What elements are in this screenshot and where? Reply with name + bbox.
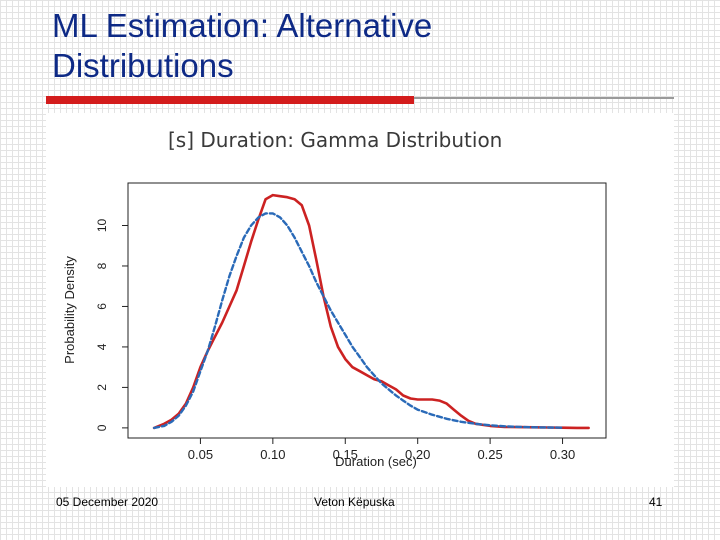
gamma-duration-chart: [s] Duration: Gamma Distribution 0 2 4 6 8 10… [62, 128, 607, 469]
x-axis: 0.05 0.10 0.15 0.20 0.25 0.30 [188, 438, 575, 462]
chart-title: [s] Duration: Gamma Distribution [168, 128, 502, 152]
y-tick-label: 2 [95, 384, 109, 391]
footer-author: Veton Këpuska [314, 495, 395, 509]
figure-panel: [s] Duration: Gamma Distribution 0 2 4 6 8 10… [46, 113, 674, 487]
x-axis-label: Duration (sec) [335, 454, 417, 469]
footer-date: 05 December 2020 [56, 495, 159, 509]
x-tick-label: 0.10 [260, 447, 285, 462]
y-axis-label: Probability Density [62, 256, 77, 364]
x-tick-label: 0.30 [550, 447, 575, 462]
y-tick-label: 4 [95, 343, 109, 350]
x-tick-label: 0.05 [188, 447, 213, 462]
x-tick-label: 0.25 [477, 447, 502, 462]
x-tick-label: 0.15 [333, 447, 358, 462]
slide-title-line-1: ML Estimation: Alternative [52, 7, 433, 44]
slide-title: ML Estimation: Alternative Distributions [52, 6, 672, 86]
series-layer [152, 193, 590, 430]
series-line-empirical [152, 193, 590, 430]
x-tick-label: 0.20 [405, 447, 430, 462]
y-tick-label: 8 [95, 262, 109, 269]
footer-page-number: 41 [649, 495, 663, 509]
slide-title-line-2: Distributions [52, 47, 234, 84]
y-tick-label: 6 [95, 303, 109, 310]
y-axis: 0 2 4 6 8 10 [95, 219, 128, 431]
plot-frame [127, 182, 607, 439]
series-line-gamma-fit [152, 212, 564, 430]
title-accent-bar [46, 96, 414, 104]
y-tick-label: 10 [95, 219, 109, 233]
y-tick-label: 0 [95, 424, 109, 431]
